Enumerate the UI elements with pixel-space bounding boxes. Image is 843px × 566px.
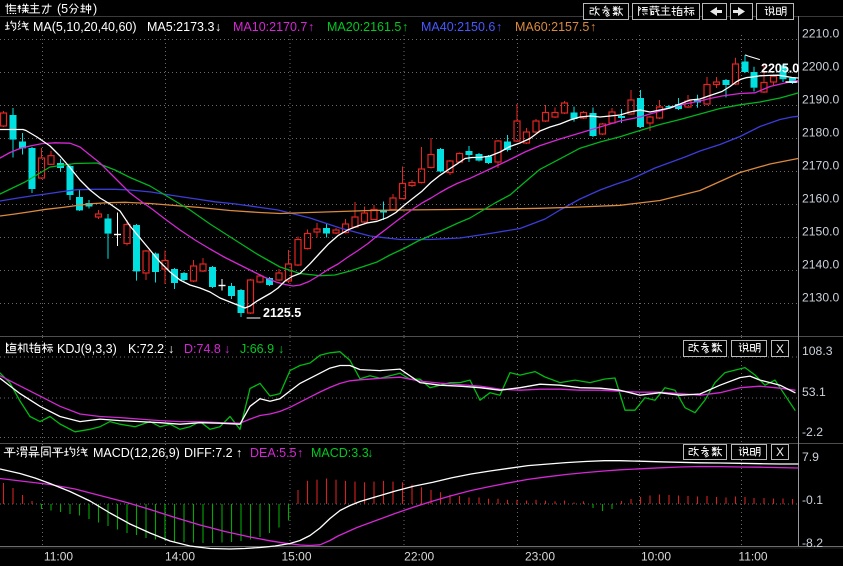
svg-text:J:66.9: J:66.9 [240,342,274,356]
svg-text:2140.0: 2140.0 [802,258,839,272]
svg-text:23:00: 23:00 [525,550,555,564]
svg-text:53.1: 53.1 [802,385,826,399]
svg-text:7.9: 7.9 [802,450,819,464]
svg-text:↓: ↓ [278,342,284,356]
svg-text:2170.0: 2170.0 [802,159,839,173]
svg-text:2160.0: 2160.0 [802,192,839,206]
svg-text:(5: (5 [57,2,68,16]
svg-text:2130.0: 2130.0 [802,291,839,305]
svg-text:X: X [776,342,784,356]
svg-text:10:00: 10:00 [641,550,671,564]
svg-text:-0.1: -0.1 [802,493,823,507]
svg-text:↓: ↓ [367,446,373,460]
svg-text:MA10:2170.7: MA10:2170.7 [233,20,307,34]
svg-text:MACD:3.3: MACD:3.3 [311,446,369,460]
svg-text:K:72.2: K:72.2 [128,342,164,356]
svg-text:22:00: 22:00 [404,550,434,564]
svg-text:14:00: 14:00 [165,550,195,564]
svg-text:↓: ↓ [168,342,174,356]
svg-text:MACD(12,26,9): MACD(12,26,9) [93,446,180,460]
svg-text:MA60:2157.5: MA60:2157.5 [515,20,589,34]
svg-text:2190.0: 2190.0 [802,93,839,107]
svg-text:11:00: 11:00 [44,550,73,564]
svg-text:D:74.8: D:74.8 [184,342,221,356]
svg-text:MA5:2173.3: MA5:2173.3 [147,20,214,34]
svg-text:108.3: 108.3 [802,344,833,358]
svg-text:11:00: 11:00 [738,550,767,564]
svg-text:DIFF:7.2: DIFF:7.2 [184,446,233,460]
svg-text:↓: ↓ [215,20,221,34]
svg-text:MA(5,10,20,40,60): MA(5,10,20,40,60) [33,20,137,34]
svg-text:2125.5: 2125.5 [263,306,301,320]
svg-text:2205.0: 2205.0 [761,62,799,76]
svg-text:↑: ↑ [590,20,596,34]
svg-text:↑: ↑ [496,20,502,34]
svg-text:-8.2: -8.2 [802,536,823,550]
svg-text:-2.2: -2.2 [802,425,823,439]
svg-text:↑: ↑ [297,446,303,460]
svg-text:KDJ(9,3,3): KDJ(9,3,3) [57,342,117,356]
svg-text:2200.0: 2200.0 [802,60,839,74]
svg-text:2150.0: 2150.0 [802,225,839,239]
svg-text:↑: ↑ [308,20,314,34]
svg-text:): ) [93,2,97,16]
svg-text:↓: ↓ [224,342,230,356]
svg-text:15:00: 15:00 [281,550,311,564]
svg-text:↑: ↑ [236,446,242,460]
svg-text:DEA:5.5: DEA:5.5 [250,446,297,460]
svg-text:2180.0: 2180.0 [802,126,839,140]
svg-text:2210.0: 2210.0 [802,27,839,41]
svg-text:MA40:2150.6: MA40:2150.6 [421,20,495,34]
svg-text:↑: ↑ [402,20,408,34]
svg-text:X: X [776,445,784,459]
svg-text:MA20:2161.5: MA20:2161.5 [327,20,401,34]
